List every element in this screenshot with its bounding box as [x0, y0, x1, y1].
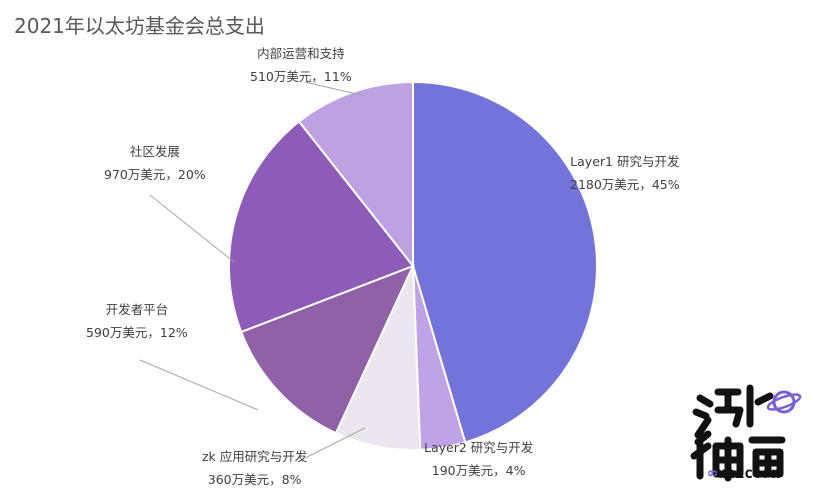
unicorn-text: ∞unicorn: [708, 464, 781, 482]
label-community: 社区发展 970万美元，20%: [104, 140, 206, 186]
label-devplatform: 开发者平台 590万美元，12%: [86, 298, 188, 344]
label-devplatform-name: 开发者平台: [105, 302, 169, 317]
label-community-name: 社区发展: [129, 144, 180, 159]
pie-slice-layer1: [412, 80, 598, 444]
label-devplatform-value: 590万美元，12%: [86, 325, 188, 340]
pie-slice-ops: [297, 80, 414, 269]
label-ops-value: 510万美元，11%: [250, 69, 352, 84]
label-ops-name: 内部运营和支持: [257, 46, 345, 61]
pie-slice-community: [228, 120, 415, 334]
label-zk-value: 360万美元，8%: [207, 472, 302, 487]
label-zk: zk 应用研究与开发 360万美元，8%: [202, 445, 307, 491]
label-ops: 内部运营和支持 510万美元，11%: [250, 42, 352, 88]
unicorn-logo: [690, 384, 802, 482]
label-layer1-name: Layer1 研究与开发: [570, 154, 680, 169]
label-zk-name: zk 应用研究与开发: [202, 449, 308, 464]
label-layer1-value: 2180万美元，45%: [570, 177, 680, 192]
chart-title: 2021年以太坊基金会总支出: [14, 14, 265, 38]
leader-line-community: [149, 194, 235, 263]
label-layer1: Layer1 研究与开发 2180万美元，45%: [570, 150, 680, 196]
label-layer2-value: 190万美元，4%: [431, 463, 526, 478]
leader-line-ops: [304, 81, 366, 97]
leader-line-devplatform: [139, 359, 259, 411]
label-layer2-name: Layer2 研究与开发: [424, 440, 534, 455]
label-community-value: 970万美元，20%: [104, 167, 206, 182]
leader-line-zk: [304, 427, 366, 459]
pie-slice-devplatform: [239, 264, 415, 435]
label-layer2: Layer2 研究与开发 190万美元，4%: [424, 436, 533, 482]
